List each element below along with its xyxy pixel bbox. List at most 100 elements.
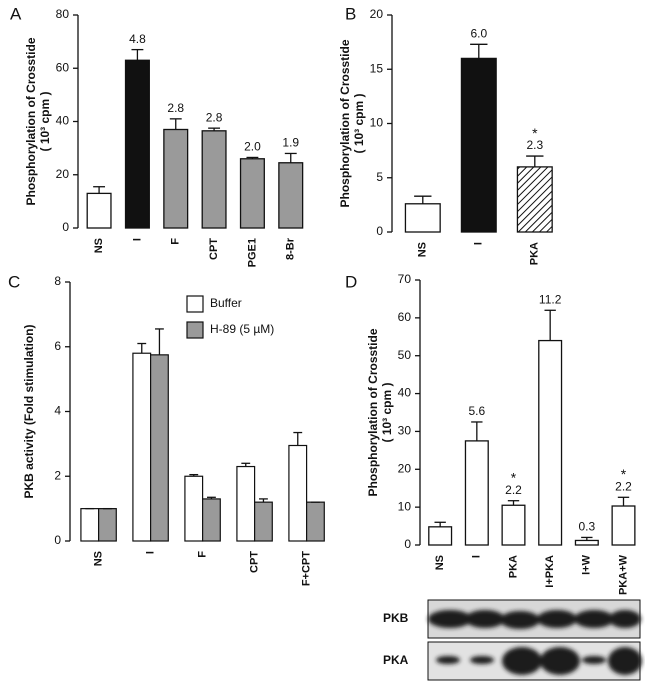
- bar: [150, 354, 169, 542]
- y-axis-label: Phosphorylation of Crosstide: [366, 328, 380, 496]
- y-tick-label: 6: [54, 339, 61, 353]
- fold-label: 4.8: [129, 32, 146, 46]
- bar: [288, 444, 308, 542]
- bar: [239, 158, 265, 229]
- y-tick-label: 50: [398, 348, 412, 362]
- significance-star: *: [511, 469, 517, 485]
- bar: [538, 339, 563, 546]
- bar: [201, 130, 227, 229]
- y-tick-label: 20: [370, 7, 384, 21]
- x-tick-label: I: [473, 242, 485, 245]
- y-tick-label: 4: [54, 404, 61, 418]
- bar: [428, 526, 453, 546]
- bar: [80, 508, 100, 542]
- bar: [278, 162, 304, 229]
- legend-swatch: [186, 295, 204, 313]
- panel-label: D: [345, 272, 357, 291]
- bar: [202, 498, 221, 542]
- fold-label: 2.2: [615, 479, 632, 493]
- x-tick-label: I: [471, 555, 483, 558]
- bar: [97, 508, 117, 542]
- x-tick-label: I: [131, 238, 143, 241]
- legend-label: Buffer: [210, 296, 242, 310]
- fold-label: 11.2: [539, 292, 562, 306]
- fold-label: 2.2: [505, 483, 522, 497]
- y-tick-label: 0: [404, 537, 411, 551]
- y-axis-unit: ( 10³ cpm ): [352, 93, 366, 153]
- y-axis-unit: ( 10³ cpm ): [380, 382, 394, 442]
- y-tick-label: 5: [376, 170, 383, 184]
- fold-label: 2.0: [244, 140, 261, 154]
- x-tick-label: NS: [93, 238, 105, 253]
- fold-label: 2.8: [206, 110, 223, 124]
- blot: [427, 599, 642, 681]
- blot-label: PKA: [383, 653, 409, 667]
- y-tick-label: 8: [54, 274, 61, 288]
- x-tick-label: NS: [434, 555, 446, 570]
- bar: [516, 166, 553, 233]
- fold-label: 0.3: [578, 520, 595, 534]
- y-axis-label: Phosphorylation of Crosstide: [338, 39, 352, 207]
- x-tick-label: I: [145, 551, 157, 554]
- fold-label: 2.3: [526, 138, 543, 152]
- x-tick-label: PGE1: [246, 238, 258, 267]
- bar: [306, 501, 325, 542]
- significance-star: *: [532, 125, 538, 141]
- y-axis-label: PKB activity (Fold stimulation): [22, 324, 36, 498]
- y-tick-label: 20: [56, 167, 70, 181]
- fold-label: 5.6: [468, 404, 485, 418]
- bar: [574, 539, 599, 546]
- legend-label: H-89 (5 µM): [210, 322, 274, 336]
- y-tick-label: 60: [398, 310, 412, 324]
- y-tick-label: 30: [398, 424, 412, 438]
- x-tick-label: I+PKA: [544, 555, 556, 588]
- panel-label: B: [345, 4, 356, 23]
- x-tick-label: F+CPT: [301, 551, 313, 586]
- x-tick-label: PKA+W: [617, 554, 629, 595]
- y-tick-label: 70: [398, 272, 412, 286]
- y-tick-label: 10: [398, 499, 412, 513]
- y-tick-label: 40: [56, 114, 70, 128]
- x-tick-label: CPT: [208, 238, 220, 260]
- bar: [460, 57, 497, 233]
- bar: [254, 501, 273, 542]
- fold-label: 2.8: [167, 101, 184, 115]
- x-tick-label: NS: [93, 551, 105, 566]
- bar: [236, 465, 256, 542]
- panel-label: A: [10, 4, 22, 23]
- y-axis-label: Phosphorylation of Crosstide: [24, 37, 38, 205]
- y-tick-label: 10: [370, 116, 384, 130]
- y-tick-label: 80: [56, 7, 70, 21]
- x-tick-label: CPT: [249, 551, 261, 573]
- bar: [132, 352, 152, 542]
- bar: [184, 475, 204, 542]
- x-tick-label: 8-Br: [285, 237, 297, 260]
- significance-star: *: [621, 466, 627, 482]
- y-tick-label: 15: [370, 61, 384, 75]
- bar: [501, 504, 526, 546]
- fold-label: 1.9: [282, 136, 299, 150]
- y-axis-unit: ( 10³ cpm ): [38, 91, 52, 151]
- panel-label: C: [8, 272, 20, 291]
- y-tick-label: 20: [398, 461, 412, 475]
- x-tick-label: F: [197, 551, 209, 558]
- x-tick-label: PKA: [507, 555, 519, 578]
- bar: [86, 192, 112, 229]
- legend-swatch: [186, 321, 204, 339]
- bar: [163, 128, 189, 229]
- bar: [404, 203, 441, 233]
- y-tick-label: 0: [62, 220, 69, 234]
- bar: [611, 505, 636, 546]
- fold-label: 6.0: [470, 26, 487, 40]
- blot-label: PKB: [383, 611, 409, 625]
- y-tick-label: 0: [376, 224, 383, 238]
- x-tick-label: NS: [417, 242, 429, 257]
- y-tick-label: 0: [54, 533, 61, 547]
- y-tick-label: 40: [398, 386, 412, 400]
- bar: [124, 59, 150, 229]
- y-tick-label: 2: [54, 468, 61, 482]
- y-tick-label: 60: [56, 60, 70, 74]
- x-tick-label: F: [170, 238, 182, 245]
- x-tick-label: I+W: [581, 554, 593, 574]
